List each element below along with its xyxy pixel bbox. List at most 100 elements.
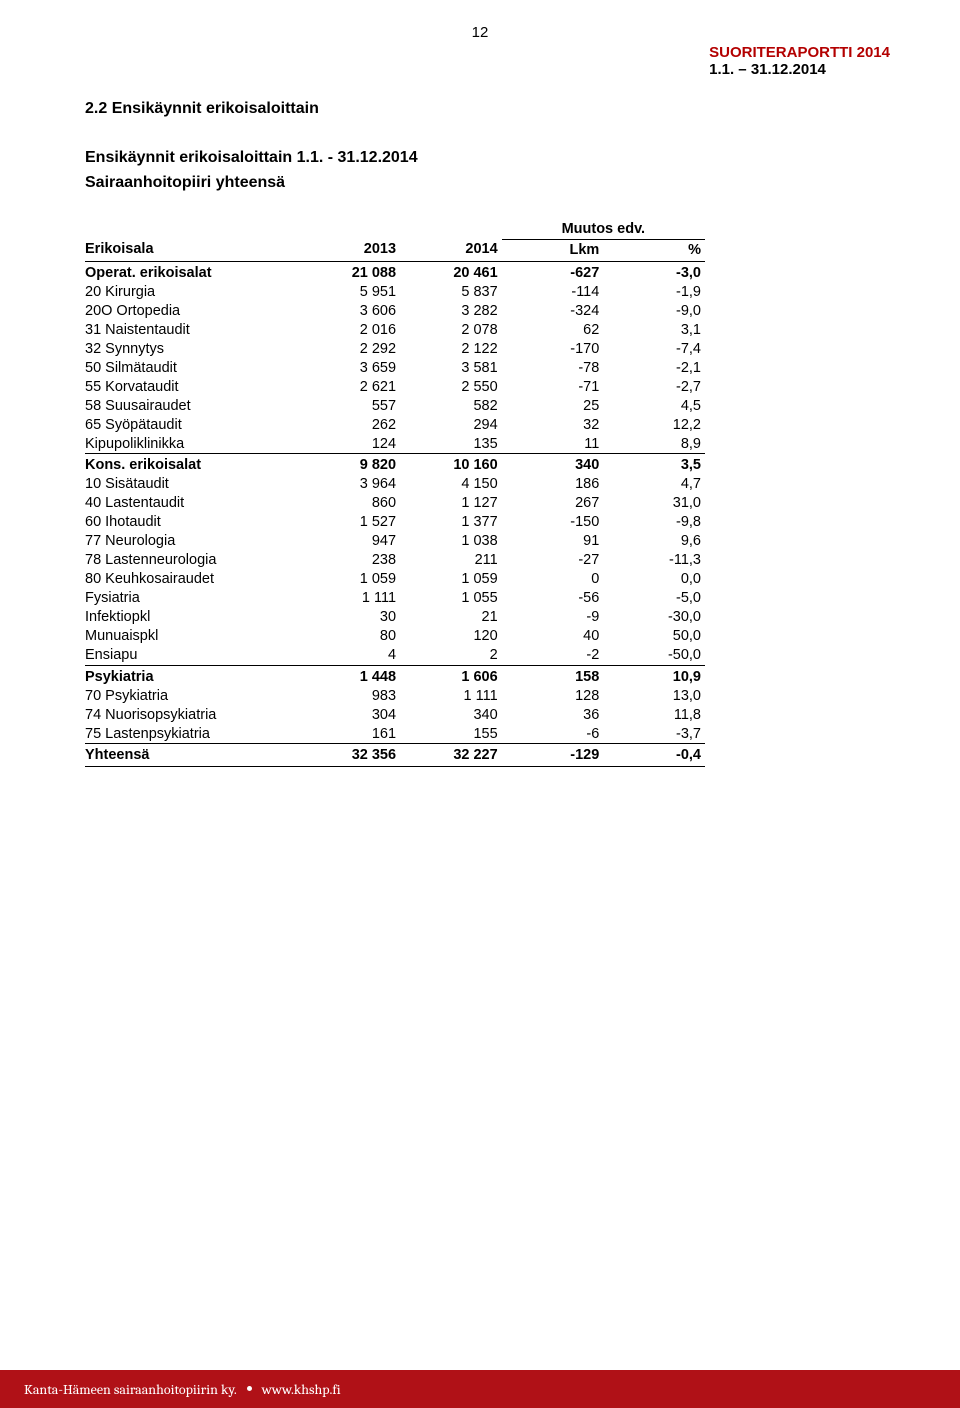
col-header-2014: 2014: [400, 240, 502, 262]
row-pct: 4,5: [603, 396, 705, 415]
table-row: 20O Ortopedia3 6063 282-324-9,0: [85, 301, 705, 320]
row-lkm: 62: [502, 320, 604, 339]
col-header-lkm: Lkm: [502, 240, 604, 262]
row-2014: 1 111: [400, 686, 502, 705]
total-2014: 32 227: [400, 744, 502, 767]
table-row: 77 Neurologia9471 038919,6: [85, 532, 705, 551]
row-lkm: -78: [502, 358, 604, 377]
row-2013: 2 016: [298, 320, 400, 339]
page: 12 SUORITERAPORTTI 2014 1.1. – 31.12.201…: [0, 0, 960, 767]
row-lkm: 25: [502, 396, 604, 415]
row-label: 10 Sisätaudit: [85, 475, 298, 494]
group-header-row: Operat. erikoisalat21 08820 461-627-3,0: [85, 261, 705, 282]
row-2014: 294: [400, 415, 502, 434]
footer-dot-icon: [247, 1386, 252, 1391]
group-2013: 21 088: [298, 261, 400, 282]
subtitle-block: Ensikäynnit erikoisaloittain 1.1. - 31.1…: [85, 146, 890, 196]
group-lkm: -627: [502, 261, 604, 282]
group-label: Operat. erikoisalat: [85, 261, 298, 282]
row-2014: 2 122: [400, 339, 502, 358]
row-label: 50 Silmätaudit: [85, 358, 298, 377]
table-row: 80 Keuhkosairaudet1 0591 05900,0: [85, 570, 705, 589]
muutos-label: Muutos edv.: [502, 220, 705, 240]
row-lkm: 32: [502, 415, 604, 434]
table-row: Kipupoliklinikka124135118,9: [85, 434, 705, 454]
row-pct: -11,3: [603, 551, 705, 570]
group-2014: 1 606: [400, 665, 502, 686]
row-label: 80 Keuhkosairaudet: [85, 570, 298, 589]
row-2014: 582: [400, 396, 502, 415]
row-2014: 135: [400, 434, 502, 454]
row-2013: 124: [298, 434, 400, 454]
row-lkm: -2: [502, 646, 604, 666]
row-lkm: -324: [502, 301, 604, 320]
row-2014: 1 377: [400, 513, 502, 532]
row-2013: 4: [298, 646, 400, 666]
row-lkm: -71: [502, 377, 604, 396]
row-2013: 860: [298, 494, 400, 513]
row-2014: 2: [400, 646, 502, 666]
table-cell: [85, 220, 502, 240]
row-label: Kipupoliklinikka: [85, 434, 298, 454]
row-label: 32 Synnytys: [85, 339, 298, 358]
table-row: 32 Synnytys2 2922 122-170-7,4: [85, 339, 705, 358]
row-2013: 262: [298, 415, 400, 434]
total-lkm: -129: [502, 744, 604, 767]
row-label: 20 Kirurgia: [85, 282, 298, 301]
footer: Kanta-Hämeen sairaanhoitopiirin ky. www.…: [0, 1370, 960, 1408]
row-2014: 1 055: [400, 589, 502, 608]
group-label: Kons. erikoisalat: [85, 454, 298, 475]
row-2014: 1 038: [400, 532, 502, 551]
row-label: 75 Lastenpsykiatria: [85, 724, 298, 744]
row-2014: 211: [400, 551, 502, 570]
row-2013: 1 059: [298, 570, 400, 589]
report-header: SUORITERAPORTTI 2014 1.1. – 31.12.2014: [709, 44, 890, 78]
table-row: Munuaispkl801204050,0: [85, 627, 705, 646]
row-lkm: -170: [502, 339, 604, 358]
col-header-pct: %: [603, 240, 705, 262]
row-label: Ensiapu: [85, 646, 298, 666]
footer-url: www.khshp.fi: [262, 1381, 341, 1398]
group-pct: 3,5: [603, 454, 705, 475]
group-pct: -3,0: [603, 261, 705, 282]
row-2013: 947: [298, 532, 400, 551]
table-row: 70 Psykiatria9831 11112813,0: [85, 686, 705, 705]
row-2013: 304: [298, 705, 400, 724]
row-label: 55 Korvataudit: [85, 377, 298, 396]
row-lkm: 91: [502, 532, 604, 551]
table-row: 55 Korvataudit2 6212 550-71-2,7: [85, 377, 705, 396]
row-label: 40 Lastentaudit: [85, 494, 298, 513]
row-lkm: 186: [502, 475, 604, 494]
table-row: 65 Syöpätaudit2622943212,2: [85, 415, 705, 434]
row-pct: -9,8: [603, 513, 705, 532]
subtitle-line-1: Ensikäynnit erikoisaloittain 1.1. - 31.1…: [85, 146, 890, 171]
row-pct: 0,0: [603, 570, 705, 589]
row-pct: -1,9: [603, 282, 705, 301]
row-pct: 31,0: [603, 494, 705, 513]
row-2014: 5 837: [400, 282, 502, 301]
muutos-header-row: Muutos edv.: [85, 220, 705, 240]
table-row: 20 Kirurgia5 9515 837-114-1,9: [85, 282, 705, 301]
row-2014: 3 581: [400, 358, 502, 377]
group-label: Psykiatria: [85, 665, 298, 686]
row-2013: 161: [298, 724, 400, 744]
row-lkm: -56: [502, 589, 604, 608]
group-2014: 20 461: [400, 261, 502, 282]
row-pct: 8,9: [603, 434, 705, 454]
row-2014: 1 127: [400, 494, 502, 513]
group-header-row: Psykiatria1 4481 60615810,9: [85, 665, 705, 686]
row-2013: 1 527: [298, 513, 400, 532]
row-label: 65 Syöpätaudit: [85, 415, 298, 434]
row-pct: -9,0: [603, 301, 705, 320]
row-2014: 21: [400, 608, 502, 627]
row-label: 77 Neurologia: [85, 532, 298, 551]
row-2014: 2 550: [400, 377, 502, 396]
table-row: 58 Suusairaudet557582254,5: [85, 396, 705, 415]
row-lkm: 128: [502, 686, 604, 705]
report-title: SUORITERAPORTTI 2014: [709, 44, 890, 61]
group-2014: 10 160: [400, 454, 502, 475]
row-pct: -30,0: [603, 608, 705, 627]
row-lkm: 267: [502, 494, 604, 513]
row-pct: 4,7: [603, 475, 705, 494]
row-2014: 2 078: [400, 320, 502, 339]
